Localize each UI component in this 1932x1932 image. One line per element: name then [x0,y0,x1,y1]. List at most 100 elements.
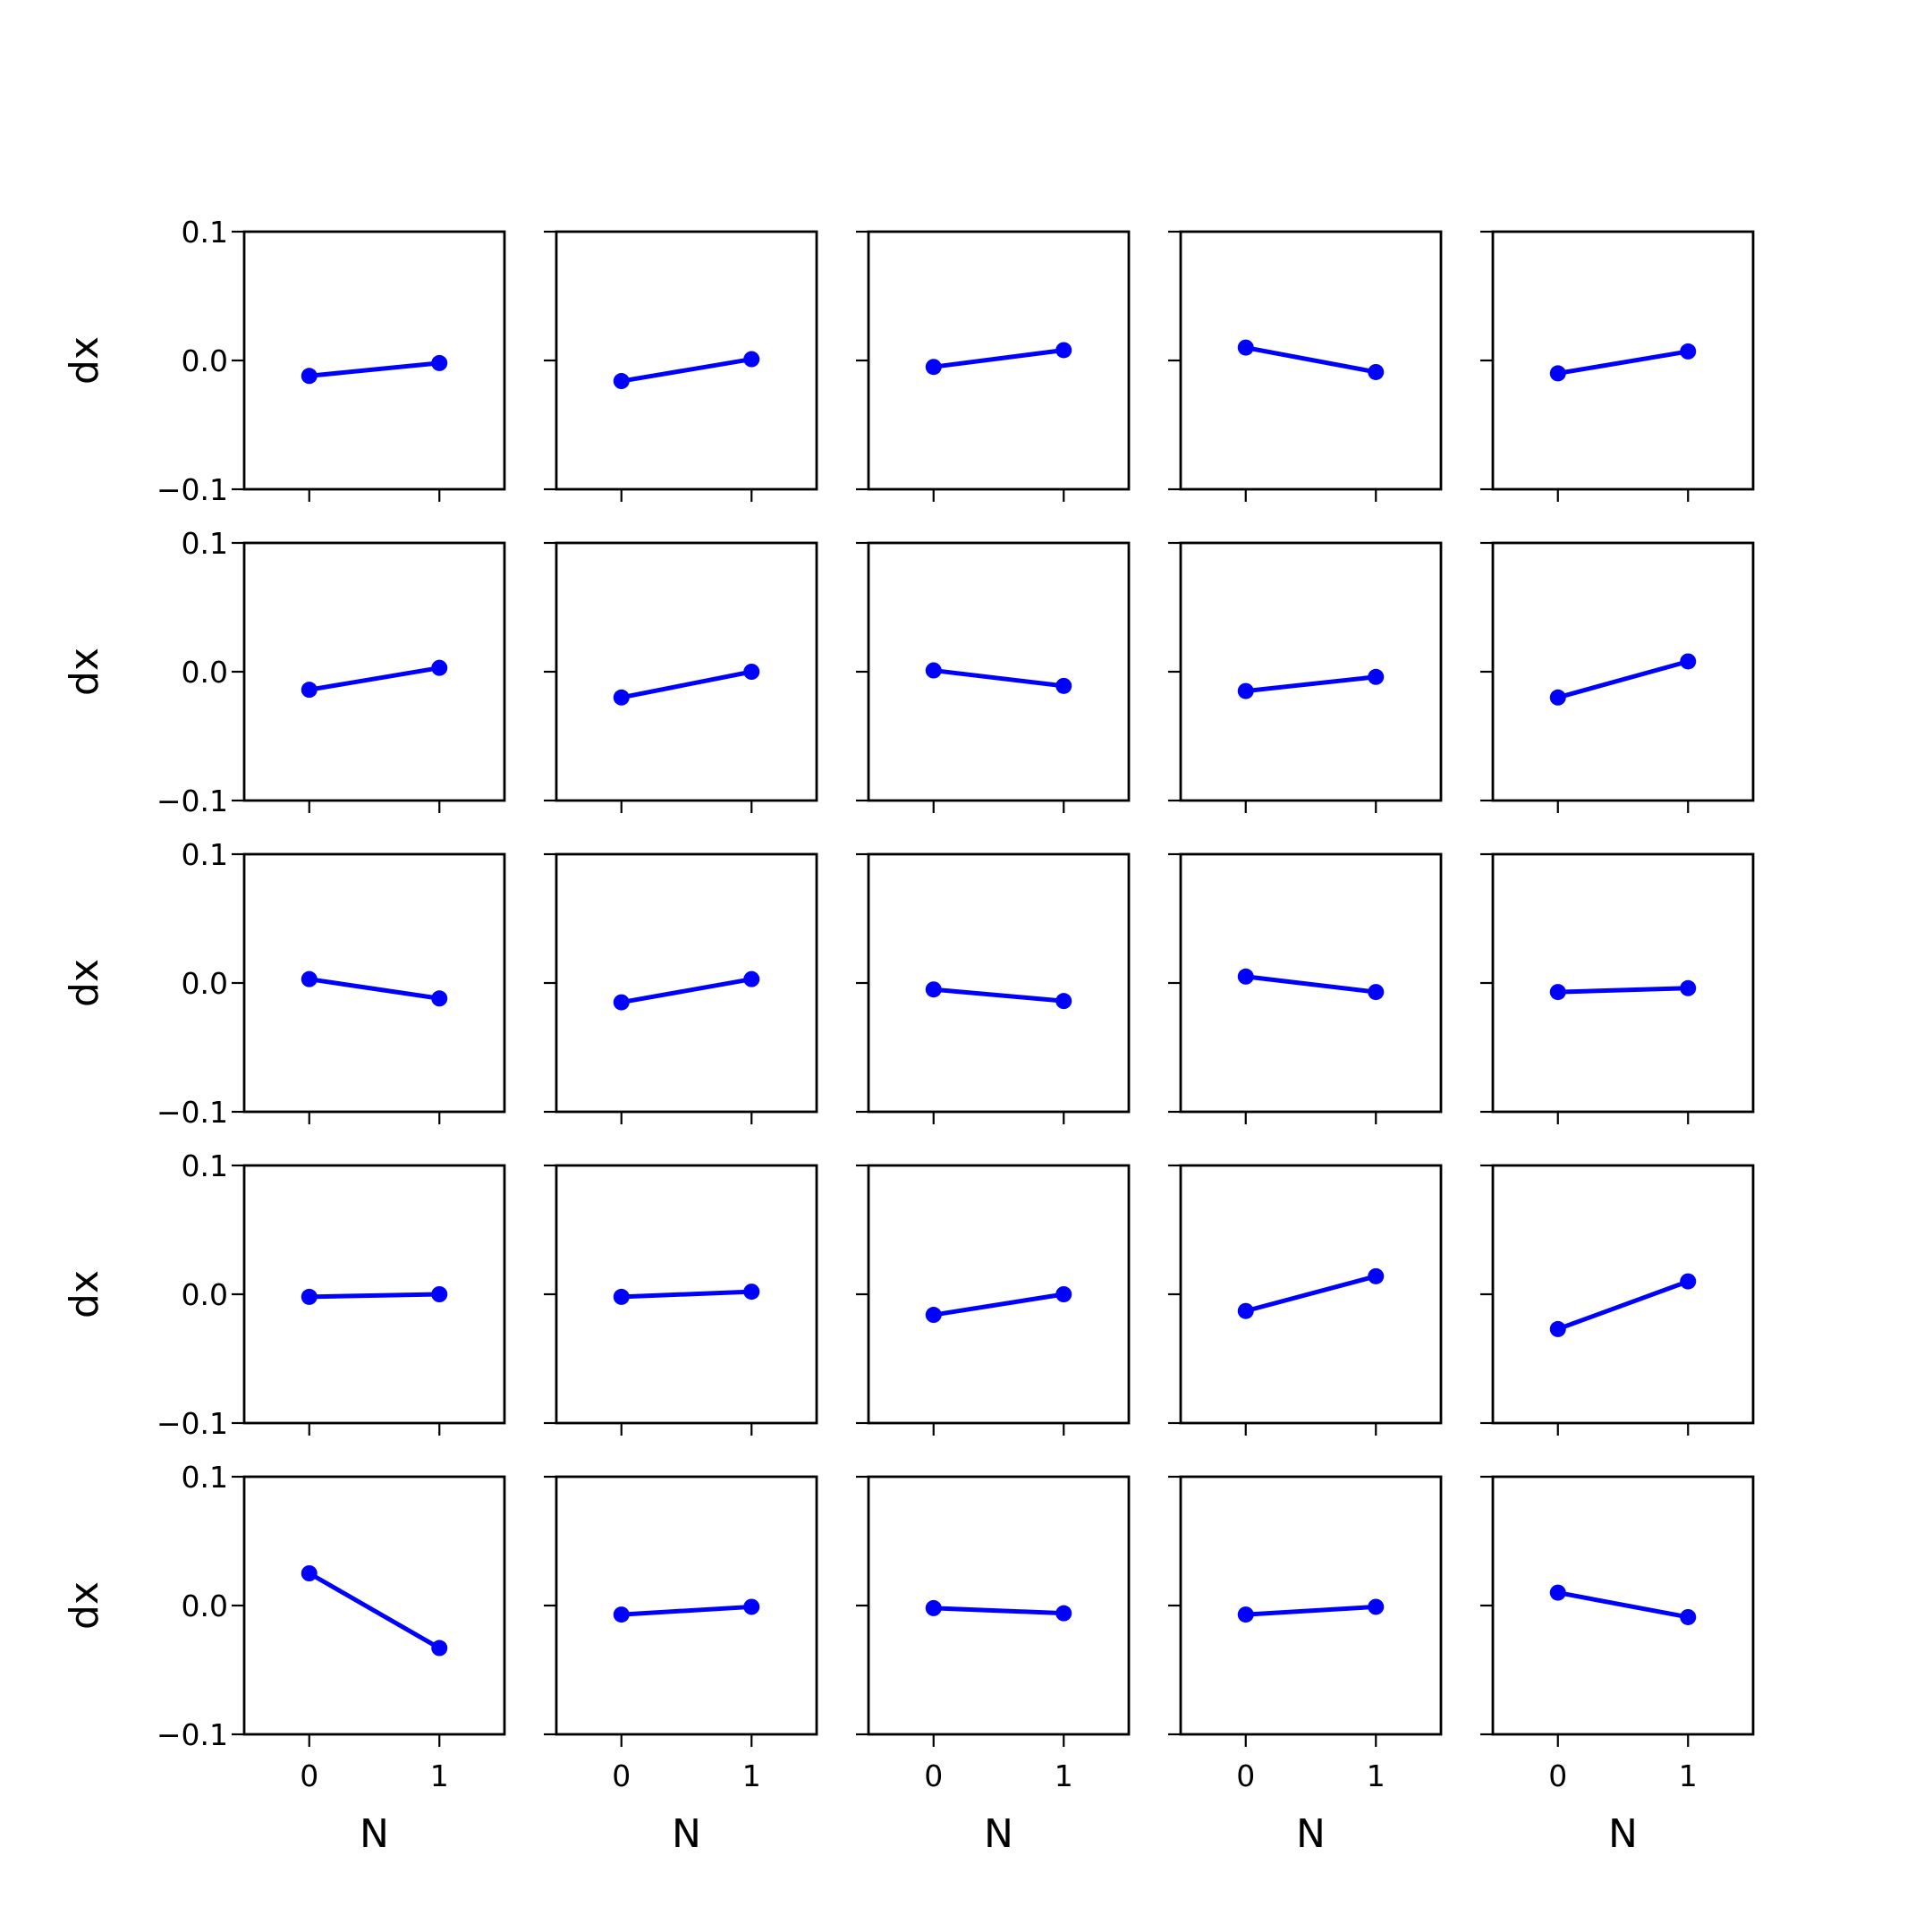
y-axis-label: dx [62,1581,107,1630]
data-point [613,1288,630,1305]
series-line [307,665,442,692]
series-line [619,669,754,700]
series-line [1555,1279,1690,1332]
subplot-r4-c1: 0 1 N [544,1475,818,1857]
data-point [1368,1267,1385,1284]
x-axis-label: N [672,1811,701,1857]
x-axis-label: N [360,1811,389,1857]
panels-layer: −0.10.00.1dx−0.10.00.1dx−0.10.00.1dx−0.1… [62,215,1755,1857]
x-tick-label: 0 [924,1758,943,1793]
subplot-r0-c3 [1168,230,1443,502]
data-point [431,1640,448,1657]
series-line [1555,658,1690,700]
axes-frame [555,541,818,802]
series-line [1555,986,1690,995]
data-point [1680,1608,1697,1625]
axes-frame [1491,1164,1755,1425]
axes-frame [555,852,818,1114]
data-point [1055,993,1072,1010]
data-point [1237,968,1254,985]
subplot-r4-c2: 0 1 N [856,1475,1131,1857]
axes-frame [242,230,506,491]
y-tick-label: 0.0 [182,343,228,378]
data-point [743,1598,760,1615]
data-point [301,368,318,385]
data-point [1549,689,1566,706]
y-tick-label: −0.1 [157,1406,228,1441]
axes-frame [1491,852,1755,1114]
data-point [301,1565,318,1581]
x-axis-label: N [1608,1811,1638,1857]
data-point [613,1606,630,1623]
data-point [431,354,448,371]
subplot-r1-c2 [856,541,1131,813]
data-point [1055,677,1072,694]
series-line [307,1292,442,1300]
data-point [613,994,630,1011]
subplot-r1-c4 [1480,541,1755,813]
axes-frame [555,230,818,491]
data-point [1368,363,1385,380]
subplot-r4-c0: −0.1 0.0 0.1 0 1 dx N [62,1460,506,1857]
x-tick-label: 1 [430,1758,449,1793]
data-point [925,359,942,376]
data-point [925,662,942,679]
data-point [1549,1584,1566,1601]
y-axis-label: dx [62,648,107,696]
series-line [1243,674,1378,694]
y-tick-label: −0.1 [157,1095,228,1130]
x-axis-label: N [984,1811,1013,1857]
data-point [1368,984,1385,1001]
subplot-r3-c2 [856,1164,1131,1436]
axes-frame [1179,541,1443,802]
axes-frame [867,1475,1131,1736]
axes-frame [242,541,506,802]
data-point [1055,1286,1072,1302]
data-point [431,990,448,1007]
data-point [1368,1598,1385,1615]
axes-frame [867,541,1131,802]
series-line [1555,1590,1690,1620]
y-tick-label: −0.1 [157,472,228,507]
data-point [1680,1273,1697,1290]
subplot-r2-c3 [1168,852,1443,1124]
series-line [1243,345,1378,375]
subplot-r3-c3 [1168,1164,1443,1436]
y-tick-label: 0.0 [182,1277,228,1312]
data-point [301,970,318,987]
data-point [1237,339,1254,356]
series-line [619,977,754,1005]
series-line [1555,349,1690,376]
axes-frame [1491,541,1755,802]
series-line [1243,1604,1378,1617]
x-tick-label: 1 [742,1758,761,1793]
axes-frame [867,852,1131,1114]
x-tick-label: 0 [612,1758,631,1793]
subplot-r0-c4 [1480,230,1755,502]
x-tick-label: 0 [300,1758,318,1793]
subplot-r2-c0: −0.1 0.0 0.1 dx [62,837,506,1130]
subplot-r1-c3 [1168,541,1443,813]
y-tick-label: 0.0 [182,966,228,1001]
data-point [301,1288,318,1305]
series-line [619,1289,754,1300]
data-point [1549,365,1566,382]
x-tick-label: 1 [1367,1758,1385,1793]
y-axis-label: dx [62,336,107,385]
subplot-r1-c1 [544,541,818,813]
data-point [1549,1320,1566,1337]
axes-frame [1179,1475,1443,1736]
data-point [1237,1302,1254,1319]
series-line [931,987,1066,1004]
series-line [619,357,754,384]
y-axis-label: dx [62,959,107,1007]
series-line [307,1571,442,1651]
data-point [1680,979,1697,996]
data-point [613,689,630,706]
subplot-r2-c1 [544,852,818,1124]
data-point [301,682,318,699]
subplot-r0-c1 [544,230,818,502]
data-point [1237,1606,1254,1623]
data-point [613,373,630,390]
